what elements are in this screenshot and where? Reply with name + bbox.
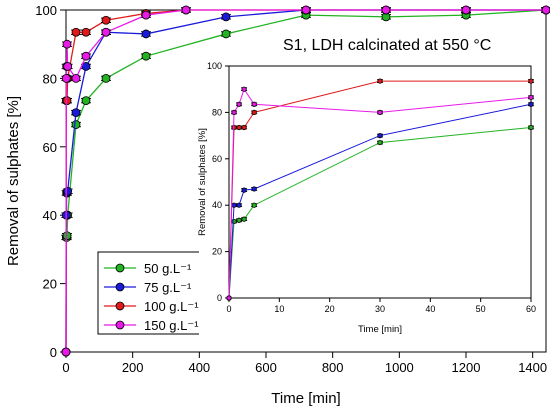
legend-label: 150 g.L⁻¹ [144, 318, 199, 333]
x-tick-label: 1400 [518, 360, 547, 375]
chart-annotation: S1, LDH calcinated at 550 °C [283, 37, 491, 54]
data-point [101, 15, 111, 25]
data-point [236, 101, 242, 107]
data-point [236, 202, 242, 208]
data-point [528, 94, 534, 100]
data-point [377, 139, 383, 146]
data-point [71, 108, 81, 117]
data-point [181, 5, 191, 15]
data-point [71, 27, 81, 37]
x-tick-label: 30 [375, 304, 385, 314]
data-point [63, 62, 73, 71]
data-point [377, 78, 383, 84]
data-point [251, 101, 257, 107]
data-point [461, 5, 471, 15]
series-3 [226, 86, 534, 301]
y-tick-label: 40 [43, 208, 57, 223]
series-3 [61, 5, 550, 357]
data-point [541, 5, 550, 15]
data-point [62, 231, 72, 241]
inset-plot: 0 10 20 30 40 50 60 0 20 40 60 80 100 Time [min] Remov… [197, 60, 541, 340]
x-tick-label: 400 [188, 360, 210, 375]
data-point [241, 124, 247, 131]
data-point [81, 96, 91, 106]
data-point [231, 202, 237, 208]
x-tick-label: 1000 [385, 360, 414, 375]
data-point [251, 186, 257, 192]
data-point [226, 295, 232, 301]
data-point [231, 218, 237, 225]
data-point [528, 101, 534, 107]
data-point [231, 109, 237, 116]
data-point [141, 51, 151, 61]
x-axis-title: Time [min] [271, 390, 340, 407]
data-point [241, 216, 247, 222]
legend-swatch-marker [115, 320, 125, 330]
y-tick-label: 20 [43, 277, 57, 292]
y-axis-title: Removal of sulphates [%] [197, 128, 208, 236]
data-point [71, 120, 81, 129]
x-tick-label: 800 [322, 360, 344, 375]
data-point [381, 5, 391, 15]
data-point [241, 187, 247, 193]
x-tick-label: 600 [255, 360, 277, 375]
x-tick-label: 0 [62, 360, 69, 375]
x-tick-label: 60 [526, 304, 536, 314]
y-tick-label: 40 [212, 200, 222, 210]
data-point [101, 74, 111, 83]
x-axis-title: Time [min] [358, 324, 402, 335]
x-tick-label: 10 [274, 304, 284, 314]
data-point [63, 186, 73, 196]
y-tick-label: 20 [212, 247, 222, 257]
data-point [101, 27, 111, 37]
data-point [377, 133, 383, 139]
x-tick-label: 50 [476, 304, 486, 314]
data-point [241, 86, 247, 92]
legend-swatch-marker [115, 282, 125, 292]
legend-label: 50 g.L⁻¹ [144, 261, 192, 276]
inset-background [199, 60, 541, 340]
main-plot: 0 200 400 600 800 1000 1200 1400020406080100Tim… [5, 3, 550, 407]
data-point [301, 5, 311, 15]
x-tick-label: 1200 [452, 360, 481, 375]
legend-swatch-marker [115, 263, 125, 273]
y-tick-label: 60 [212, 154, 222, 164]
data-point [81, 51, 91, 61]
data-point [377, 109, 383, 116]
y-tick-label: 100 [207, 61, 222, 71]
legend: 50 g.L⁻¹ 75 g.L⁻¹ 100 g.L⁻¹ 150 g.L⁻¹ [97, 251, 209, 335]
legend-label: 100 g.L⁻¹ [144, 299, 199, 314]
y-axis-title: Removal of sulphates [%] [5, 96, 22, 266]
data-point [236, 124, 242, 131]
y-tick-label: 100 [35, 3, 57, 18]
data-point [62, 39, 72, 49]
data-point [528, 124, 534, 131]
data-point [141, 10, 151, 20]
y-tick-label: 0 [50, 345, 57, 360]
data-point [528, 78, 534, 84]
legend-label: 75 g.L⁻¹ [144, 280, 192, 295]
y-tick-label: 80 [212, 107, 222, 117]
x-tick-label: 20 [325, 304, 335, 314]
x-tick-label: 200 [122, 360, 144, 375]
data-point [141, 29, 151, 39]
data-point [251, 109, 257, 116]
data-point [221, 29, 231, 39]
data-point [61, 74, 71, 83]
x-tick-label: 0 [226, 304, 231, 314]
data-point [251, 202, 257, 208]
data-point [236, 217, 242, 223]
data-point [71, 74, 81, 83]
y-tick-label: 60 [43, 140, 57, 155]
data-point [61, 347, 71, 357]
y-tick-label: 80 [43, 71, 57, 86]
data-point [81, 27, 91, 37]
legend-swatch-marker [115, 301, 125, 311]
y-tick-label: 0 [217, 293, 222, 303]
x-tick-label: 40 [425, 304, 435, 314]
data-point [62, 96, 72, 106]
data-point [221, 12, 231, 22]
